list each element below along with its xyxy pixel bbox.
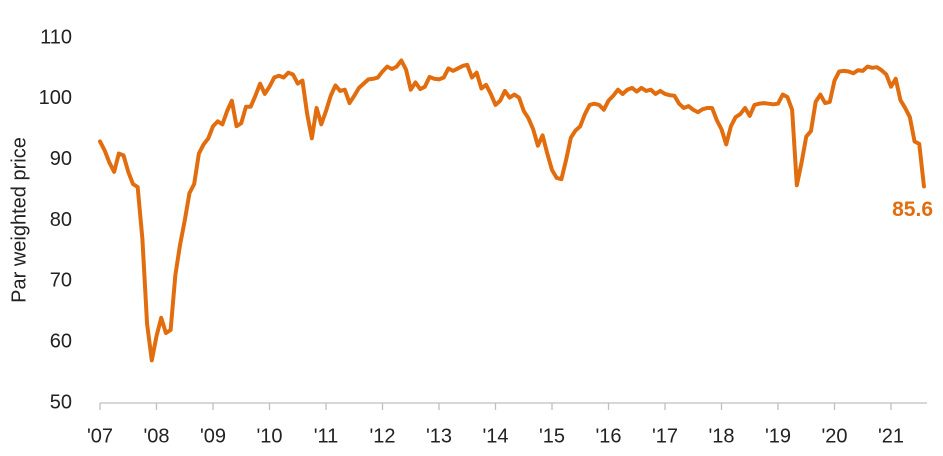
x-tick-label: '13 — [426, 425, 452, 447]
x-tick-label: '20 — [821, 425, 847, 447]
x-tick-label: '16 — [595, 425, 621, 447]
x-tick-label: '18 — [708, 425, 734, 447]
x-tick-label: '11 — [314, 425, 339, 447]
series-line — [98, 58, 926, 363]
end-value-label: 85.6 — [892, 198, 933, 221]
x-tick-label: '15 — [539, 425, 565, 447]
y-tick-label: 80 — [50, 209, 72, 231]
y-tick-label: 110 — [40, 26, 72, 48]
x-tick-label: '08 — [143, 425, 169, 447]
y-tick-label: 60 — [50, 330, 72, 352]
y-tick-label: 70 — [50, 270, 72, 292]
x-tick-label: '21 — [878, 425, 904, 447]
y-tick-label: 100 — [39, 87, 72, 109]
y-tick-label: 50 — [50, 391, 72, 413]
x-tick-label: '12 — [369, 425, 395, 447]
x-tick-label: '14 — [482, 425, 508, 447]
x-tick-label: '19 — [765, 425, 791, 447]
y-tick-label: 90 — [50, 148, 72, 170]
x-tick-label: '17 — [652, 425, 678, 447]
y-axis-label: Par weighted price — [8, 137, 30, 303]
x-tick-label: '07 — [87, 425, 113, 447]
x-tick-label: '09 — [200, 425, 226, 447]
x-tick-label: '10 — [256, 425, 282, 447]
